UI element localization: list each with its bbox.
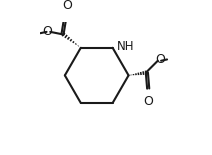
Text: O: O bbox=[63, 0, 73, 12]
Text: O: O bbox=[144, 95, 153, 108]
Text: O: O bbox=[42, 25, 52, 38]
Text: O: O bbox=[156, 53, 166, 66]
Text: NH: NH bbox=[117, 40, 134, 53]
